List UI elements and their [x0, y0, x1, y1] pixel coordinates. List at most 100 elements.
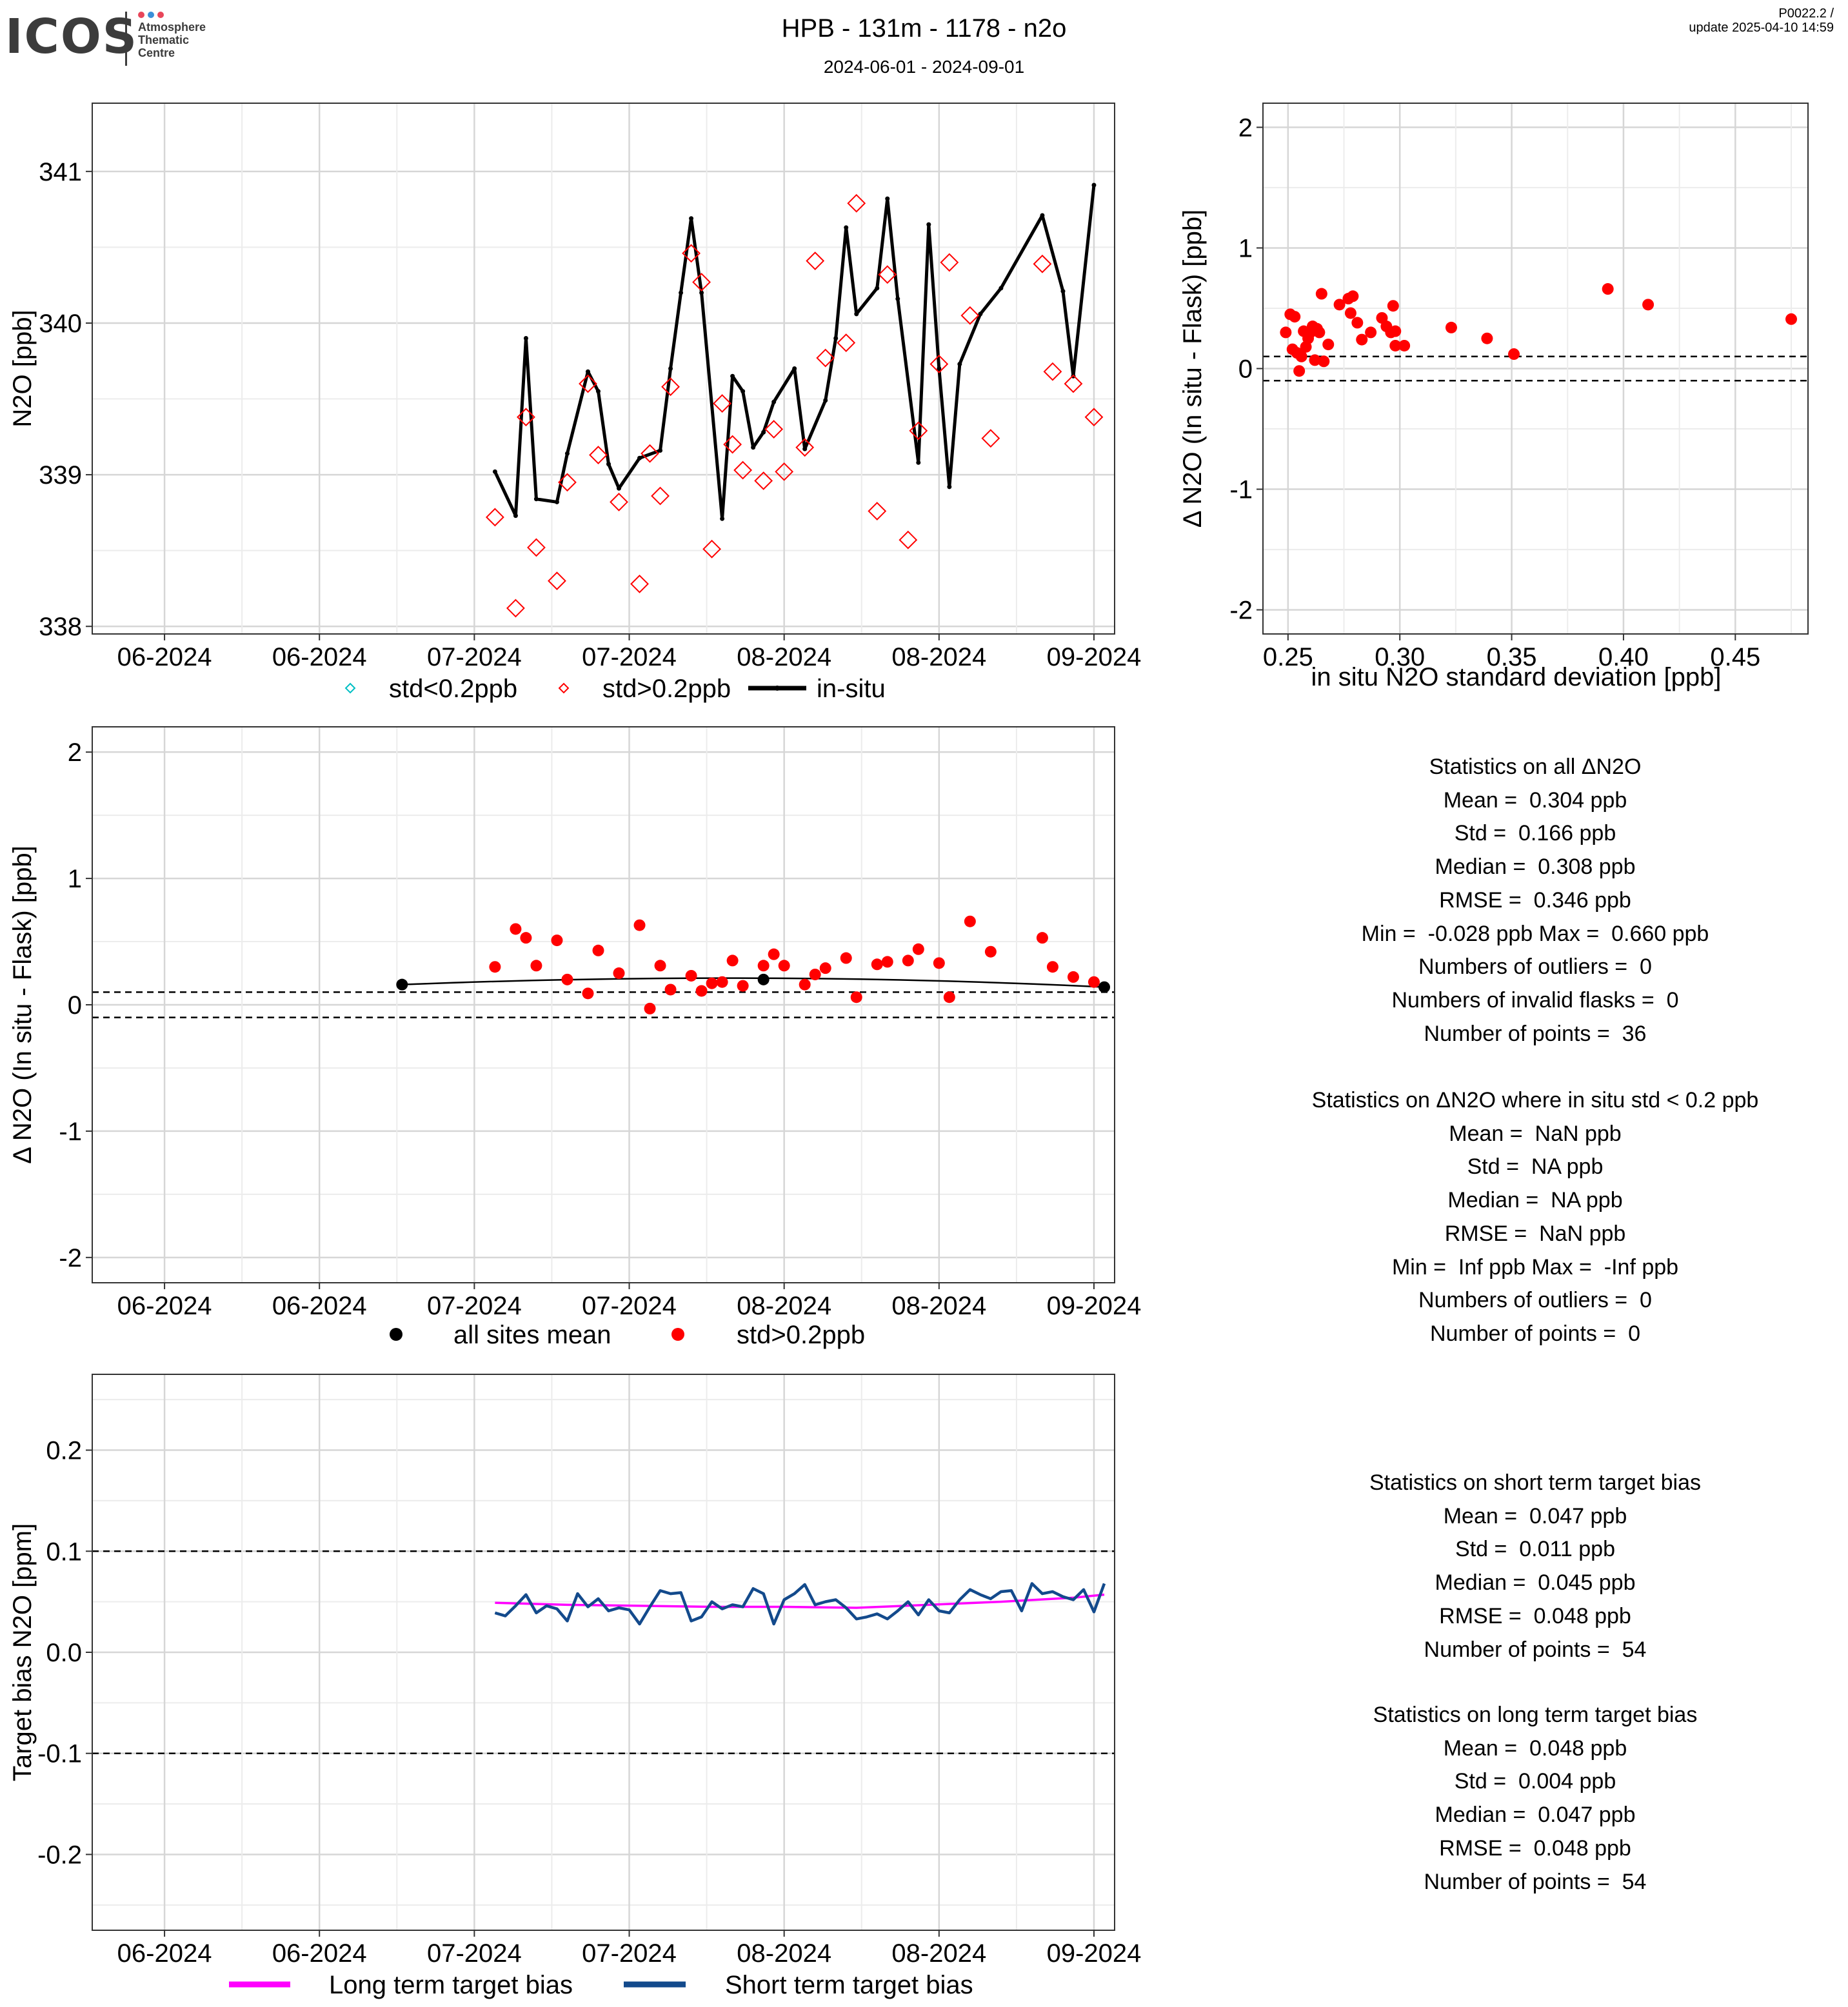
scatter-std-tick-label-x: 0.25 — [1263, 643, 1313, 671]
delta-timeseries-ylabel: Δ N2O (In situ - Flask) [ppb] — [8, 845, 37, 1164]
scatter-std-tick-label-y: 1 — [1238, 234, 1253, 262]
insitu-point — [595, 389, 601, 394]
delta-std-high-point — [592, 944, 604, 956]
flask-std-high-point — [868, 502, 887, 520]
delta-std-high-point — [809, 968, 821, 980]
logo-line-3: Centre — [138, 46, 175, 59]
timeseries-tick-label-x: 08-2024 — [891, 643, 986, 671]
delta-timeseries-tick-label-y: -2 — [59, 1244, 82, 1272]
stats-low-line: Numbers of outliers = 0 — [1418, 1288, 1652, 1313]
insitu-series-line — [493, 184, 1096, 520]
delta-timeseries-tick-label-y: 1 — [68, 865, 82, 893]
scatter-std-tick-label-x: 0.40 — [1598, 643, 1649, 671]
delta-std-high-point — [964, 915, 976, 927]
scatter-std-point — [1365, 326, 1377, 339]
flask-std-high-point — [661, 377, 680, 397]
stats-short-line: Mean = 0.047 ppb — [1443, 1503, 1627, 1528]
insitu-point — [844, 225, 849, 230]
scatter-std-point — [1389, 325, 1402, 337]
stats-short-line: RMSE = 0.048 ppb — [1439, 1603, 1631, 1628]
stats-all-line: Mean = 0.304 ppb — [1443, 787, 1627, 813]
stats-all-title: Statistics on all ΔN2O — [1429, 755, 1642, 779]
flask-std-high-point — [485, 508, 504, 527]
flask-std-high-point — [692, 273, 711, 292]
insitu-point — [823, 398, 828, 403]
timeseries-tick-label-x: 08-2024 — [737, 643, 831, 671]
insitu-point — [689, 216, 694, 221]
scatter-std-point — [1280, 326, 1292, 339]
insitu-point — [533, 497, 539, 502]
stats-short-line: Std = 0.011 ppb — [1455, 1537, 1615, 1562]
target-bias-tick-label-x: 06-2024 — [117, 1939, 212, 1968]
stats-long-line: Median = 0.047 ppb — [1435, 1803, 1636, 1828]
delta-std-high-point — [1067, 971, 1079, 983]
logo-line-1: Atmosphere — [138, 21, 206, 34]
stats-low-line: Std = NA ppb — [1467, 1154, 1604, 1180]
delta-std-high-point — [757, 960, 770, 972]
insitu-point — [947, 484, 952, 489]
target-bias-tick-label-y: -0.1 — [37, 1740, 82, 1768]
flask-std-high-point — [847, 193, 866, 213]
stats-all-line: Min = -0.028 ppb Max = 0.660 ppb — [1361, 921, 1709, 946]
stats-short-term-panel: Statistics on short term target bias Mea… — [1200, 1467, 1848, 1666]
delta-std-high-point — [1036, 932, 1048, 944]
stats-low-line: Min = Inf ppb Max = -Inf ppb — [1391, 1254, 1679, 1280]
stats-long-line: Mean = 0.048 ppb — [1443, 1735, 1627, 1761]
legend-insitu-label: in-situ — [817, 675, 886, 703]
delta-std-high-point — [613, 967, 625, 980]
insitu-point — [617, 486, 622, 491]
insitu-point — [895, 296, 900, 301]
insitu-point — [1040, 213, 1045, 218]
delta-std-high-point — [726, 954, 739, 967]
flask-std-high-point — [899, 530, 918, 549]
target-bias-tick-label-y: -0.2 — [37, 1841, 82, 1869]
delta-std-high-point — [1088, 976, 1100, 988]
flask-std-high-point — [610, 493, 628, 511]
flask-std-high-point — [775, 462, 794, 481]
icos-logo-wordmark: ICOS — [5, 9, 139, 64]
stats-all-line: Median = 0.308 ppb — [1435, 855, 1636, 880]
stats-short-line: Number of points = 54 — [1424, 1637, 1647, 1662]
insitu-point — [751, 445, 756, 450]
insitu-point — [740, 389, 746, 394]
delta-std-high-point — [716, 976, 728, 988]
scatter-std-point — [1481, 332, 1493, 344]
delta-timeseries-tick-label-x: 08-2024 — [891, 1292, 986, 1320]
flask-std-high-point — [1064, 374, 1083, 393]
insitu-point — [1091, 183, 1097, 188]
stats-long-line: Number of points = 54 — [1424, 1869, 1647, 1894]
target-bias-tick-label-y: 0.0 — [46, 1639, 82, 1667]
flask-std-high-point — [1043, 362, 1062, 381]
timeseries-tick-label-x: 06-2024 — [272, 643, 367, 671]
delta-std-high-point — [943, 991, 955, 1004]
page-title: HPB - 131m - 1178 - n2o — [781, 14, 1067, 43]
all-sites-mean-point — [1098, 981, 1110, 993]
stats-all-line: Std = 0.166 ppb — [1454, 821, 1616, 846]
target-bias-tick-label-x: 06-2024 — [272, 1939, 367, 1968]
delta-timeseries-tick-label-x: 07-2024 — [582, 1292, 677, 1320]
scatter-std-ylabel: Δ N2O (In situ - Flask) [ppb] — [1178, 210, 1207, 528]
delta-timeseries-tick-label-x: 06-2024 — [117, 1292, 212, 1320]
flask-std-high-point — [754, 471, 773, 490]
delta-std-high-point — [530, 960, 542, 972]
scatter-std-xlabel: in situ N2O standard deviation [ppb] — [1311, 663, 1722, 691]
delta-timeseries-tick-label-x: 08-2024 — [737, 1292, 831, 1320]
legend-insitu-icon-dot — [775, 686, 780, 691]
insitu-point — [492, 469, 497, 474]
delta-std-high-point — [850, 991, 862, 1004]
insitu-point — [875, 286, 880, 291]
legend-std-low-icon — [344, 682, 356, 694]
scatter-std-point — [1508, 348, 1520, 361]
stats-long-title: Statistics on long term target bias — [1373, 1703, 1698, 1727]
flask-std-high-point — [713, 394, 732, 413]
scatter-std-point — [1315, 288, 1327, 300]
delta-std-high-point — [840, 952, 852, 964]
insitu-point — [802, 446, 808, 451]
insitu-point — [761, 430, 766, 435]
insitu-point — [792, 366, 797, 371]
insitu-point — [957, 361, 962, 366]
delta-std-high-point — [984, 945, 997, 958]
flask-std-high-point — [702, 539, 722, 559]
timeseries-tick-label-y: 341 — [39, 158, 82, 186]
delta-std-high-point — [881, 956, 893, 968]
